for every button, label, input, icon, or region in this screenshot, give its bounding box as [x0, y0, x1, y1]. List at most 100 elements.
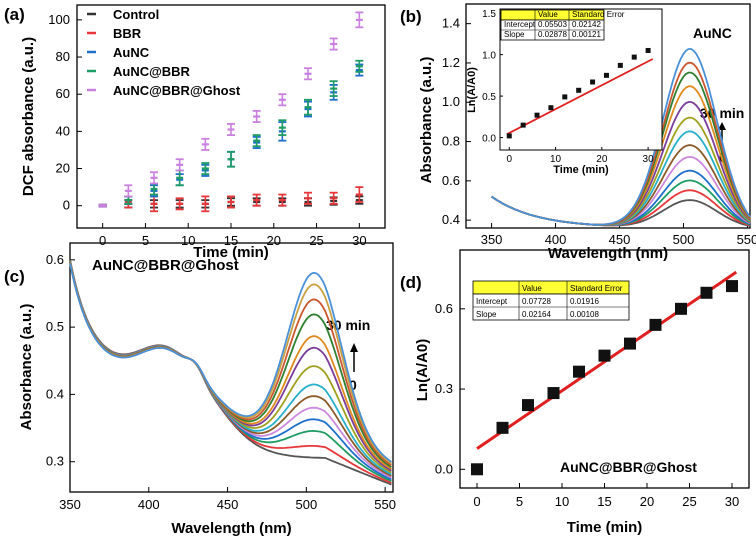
- panel-c: (c) 350 400 450 500 550 0.3 0.4 0.5 0.6 Wavelength…: [4, 242, 396, 537]
- y-tick-label: 0.5: [482, 92, 496, 103]
- y-tick-label: 0.3: [46, 454, 64, 469]
- inset-data-point: [590, 79, 596, 85]
- y-axis-title: Ln(A/A0): [414, 339, 431, 402]
- x-tick-label: 400: [138, 497, 160, 512]
- x-tick-label: 20: [596, 154, 608, 165]
- y-tick-label: 0.6: [435, 301, 453, 316]
- x-axis-title: Wavelength (nm): [171, 520, 291, 537]
- x-tick-label: 0: [473, 494, 480, 509]
- y-tick-label: 20: [56, 161, 70, 176]
- data-point: [547, 387, 560, 400]
- inset-data-point: [534, 112, 540, 118]
- y-axis-title: Absorbance (a.u.): [418, 57, 435, 184]
- fit-table-cell: 0.07728: [522, 297, 551, 306]
- fit-table-cell: Value: [538, 10, 558, 19]
- x-tick-label: 25: [309, 233, 323, 248]
- y-axis-title: DCF absorbance (a.u.): [20, 37, 37, 196]
- x-tick-label: 10: [555, 494, 569, 509]
- data-point: [675, 302, 687, 315]
- data-point: [700, 286, 713, 299]
- inset-fit-line: [506, 58, 654, 135]
- panel-d: (d) 0 5 10 15 20 25 30 0.0 0.3 0.6 Time (min) Ln(A/A…: [400, 249, 750, 536]
- panel-a: (a) 0 5 10 15 20 25 30 0 20 40 60 80 100 Time (min) DCF…: [4, 4, 386, 261]
- chart-title: AuNC@BBR@Ghost: [92, 257, 239, 274]
- x-tick-label: 0: [99, 233, 106, 248]
- x-tick-label: 30: [643, 154, 655, 165]
- fit-table-cell: 0.00121: [572, 30, 601, 39]
- spectrum-curve: [69, 262, 392, 470]
- y-tick-label: 1.0: [482, 51, 496, 62]
- x-axis-title: Time (min): [193, 244, 269, 261]
- x-tick-label: 500: [295, 497, 317, 512]
- x-tick-label: 10: [550, 154, 562, 165]
- x-tick-label: 10: [181, 233, 195, 248]
- data-point: [573, 365, 585, 378]
- y-tick-label: 0.3: [435, 381, 453, 396]
- fit-table-cell: 0.01916: [570, 297, 599, 306]
- y-tick-label: 1.2: [442, 55, 460, 70]
- fit-table-cell: 0.02164: [522, 310, 551, 319]
- panel-label: (c): [4, 267, 25, 286]
- data-point: [598, 349, 611, 362]
- plot-frame: [69, 242, 394, 493]
- legend-label: BBR: [113, 26, 142, 41]
- inset-data-point: [603, 72, 609, 78]
- x-tick-label: 5: [516, 494, 523, 509]
- spectrum-curve: [491, 169, 751, 227]
- inset-data-point: [576, 87, 582, 93]
- fit-table-cell: Slope: [476, 310, 497, 319]
- y-tick-label: 0: [63, 198, 70, 213]
- x-axis-title: Wavelength (nm): [548, 245, 668, 262]
- x-tick-label: 350: [59, 497, 81, 512]
- x-tick-label: 350: [481, 232, 503, 247]
- fit-table-cell: 0.00108: [570, 310, 599, 319]
- x-tick-label: 25: [682, 494, 696, 509]
- x-tick-label: 15: [224, 233, 238, 248]
- y-tick-label: 100: [48, 12, 70, 27]
- chart-title: AuNC@BBR@Ghost: [560, 459, 697, 475]
- y-tick-label: 1.5: [482, 9, 496, 20]
- chart-title: AuNC: [693, 25, 732, 41]
- data-point: [726, 280, 738, 293]
- y-axis-title: Absorbance (a.u.): [18, 304, 35, 431]
- y-tick-label: 0.8: [442, 134, 460, 149]
- data-point: [649, 318, 662, 331]
- legend-label: Control: [113, 7, 159, 22]
- inset-data-point: [617, 62, 623, 68]
- y-tick-label: 0.5: [46, 319, 64, 334]
- x-tick-label: 20: [267, 233, 281, 248]
- fit-table-cell: 0.02142: [572, 20, 601, 29]
- fit-table-cell: Standard Error: [572, 10, 625, 19]
- fit-table-cell: Standard Error: [570, 284, 623, 293]
- fit-table-cell: Intercept: [504, 20, 536, 29]
- time-arrow-head: [350, 343, 358, 352]
- x-tick-label: 450: [609, 232, 631, 247]
- time-annotation-bottom: 0: [349, 377, 357, 393]
- x-tick-label: 400: [545, 232, 567, 247]
- spectrum-curve: [69, 262, 392, 468]
- x-tick-label: 550: [737, 232, 756, 247]
- inset-data-point: [631, 54, 637, 60]
- panel-b: (b) 350 400 450 500 550 0.4 0.6 0.8 1.0 1.2 1.4 Wave…: [400, 3, 756, 262]
- x-tick-label: 500: [673, 232, 695, 247]
- y-tick-label: 40: [56, 123, 70, 138]
- spectrum-curve: [69, 263, 392, 463]
- inset-data-point: [645, 47, 651, 53]
- y-tick-label: 0.0: [435, 461, 453, 476]
- y-tick-label: 0.4: [442, 212, 460, 227]
- inset-data-point: [562, 94, 568, 100]
- legend-label: AuNC: [113, 45, 150, 60]
- fit-table-cell: Intercept: [476, 297, 508, 306]
- fit-table-cell: Value: [522, 284, 542, 293]
- inset-y-axis-title: Ln(A/A0): [466, 67, 478, 113]
- x-tick-label: 15: [597, 494, 611, 509]
- panel-label: (a): [4, 5, 25, 24]
- plot-frame: [465, 3, 751, 229]
- inset-data-point: [520, 122, 526, 128]
- spectrum-curve: [491, 48, 751, 226]
- panel-label: (d): [400, 273, 422, 292]
- data-point: [624, 337, 636, 350]
- inset-data-point: [548, 105, 554, 111]
- fit-table-cell: Slope: [504, 30, 525, 39]
